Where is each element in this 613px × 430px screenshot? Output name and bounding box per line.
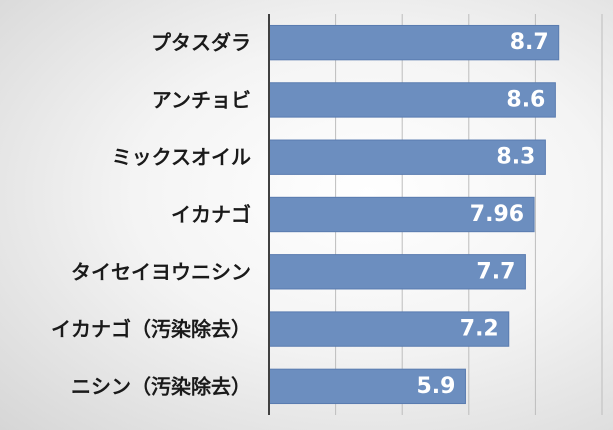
bar-4: [268, 254, 526, 290]
data-label: 7.2: [460, 317, 499, 342]
bar-6: [268, 368, 466, 405]
category-label: ニシン（汚染除去）: [71, 374, 251, 398]
data-label: 5.9: [416, 374, 455, 399]
category-label: アンチョビ: [152, 88, 251, 112]
data-label: 8.7: [510, 30, 549, 55]
data-label: 8.6: [506, 87, 545, 112]
bar-5: [268, 311, 510, 347]
category-label: イカナゴ（汚染除去）: [51, 317, 251, 341]
data-label: 8.3: [496, 145, 535, 170]
category-label: ミックスオイル: [112, 145, 251, 169]
category-label: イカナゴ: [171, 203, 251, 227]
data-label: 7.7: [476, 259, 515, 284]
bar-2: [268, 139, 546, 175]
category-label: タイセイヨウニシン: [71, 260, 251, 284]
bar-0: [268, 24, 560, 61]
category-label: プタスダラ: [151, 31, 251, 55]
data-label: 7.96: [470, 202, 524, 227]
bar-3: [268, 196, 535, 233]
